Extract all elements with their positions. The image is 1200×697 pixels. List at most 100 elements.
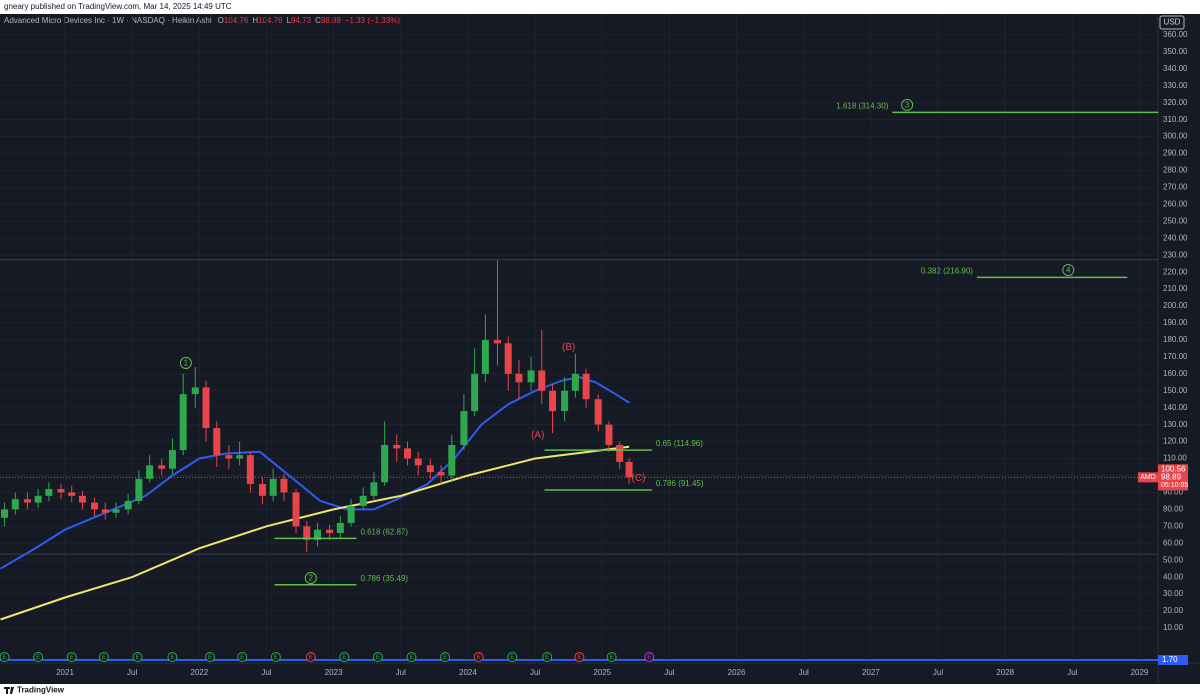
event-label: E xyxy=(510,655,514,661)
event-label: E xyxy=(102,655,106,661)
candle-body xyxy=(124,500,132,510)
y-tick-label: 280.00 xyxy=(1163,166,1188,175)
y-tick-label: 340.00 xyxy=(1163,64,1188,73)
wave-circle xyxy=(901,98,914,111)
currency: USD xyxy=(1164,18,1181,27)
y-tick-label: 250.00 xyxy=(1163,216,1188,225)
y-tick-label: 10.00 xyxy=(1163,623,1184,632)
candle-body xyxy=(135,478,143,501)
wave-label: (A) xyxy=(531,430,544,441)
event-marker xyxy=(132,652,143,662)
x-tick-label: Jul xyxy=(664,668,674,677)
event-marker xyxy=(98,652,109,662)
indicator-tag xyxy=(1158,655,1188,665)
y-tick-label: 230.00 xyxy=(1163,250,1188,259)
fib-label: 0.382 (216.90) xyxy=(921,267,973,276)
symbol-tag xyxy=(1138,472,1158,483)
candle-body xyxy=(202,387,210,429)
countdown: 05:10:05 xyxy=(1161,482,1188,489)
fib-label: 0.786 (35.49) xyxy=(360,574,408,583)
event-label: E xyxy=(70,655,74,661)
wave-label: 2 xyxy=(309,574,314,583)
event-marker xyxy=(205,652,216,662)
y-tick-label: 260.00 xyxy=(1163,199,1188,208)
candle-body xyxy=(347,505,355,523)
candle-body xyxy=(1,509,9,518)
candle-body xyxy=(515,373,523,383)
candle-body xyxy=(68,492,76,496)
x-tick-label: 2027 xyxy=(862,668,880,677)
candle-body xyxy=(403,448,411,459)
candle-body xyxy=(460,411,468,445)
x-tick-label: Jul xyxy=(1067,668,1077,677)
x-tick-label: Jul xyxy=(530,668,540,677)
x-tick-label: 2022 xyxy=(190,668,208,677)
fib-label: 0.65 (114.96) xyxy=(656,439,703,448)
candle-body xyxy=(213,428,221,456)
y-tick-label: 110.00 xyxy=(1163,454,1187,463)
event-marker xyxy=(66,652,77,662)
event-marker xyxy=(237,652,248,662)
wave-label: (B) xyxy=(562,342,575,353)
candle-body xyxy=(437,472,445,476)
ohlc-value: 104.76 xyxy=(258,16,283,25)
ohlc-value: 98.89 xyxy=(321,16,342,25)
event-marker xyxy=(406,652,417,662)
y-tick-label: 310.00 xyxy=(1163,115,1188,124)
x-tick-label: 2021 xyxy=(56,668,74,677)
published: gneary published on TradingView.com, Mar… xyxy=(4,2,232,11)
wave-circle xyxy=(1062,263,1075,276)
candle-body xyxy=(45,489,53,496)
y-tick-label: 200.00 xyxy=(1163,301,1188,310)
event-marker xyxy=(339,652,350,662)
price-last: 98.89 xyxy=(1161,472,1182,481)
candle-body xyxy=(504,343,512,374)
moving-average xyxy=(0,445,630,621)
event-marker xyxy=(372,652,383,662)
ohlc-key: H xyxy=(252,16,258,25)
event-label: E xyxy=(376,655,380,661)
candle-body xyxy=(582,373,590,400)
candle-body xyxy=(561,390,569,412)
x-tick-label: Jul xyxy=(127,668,137,677)
y-tick-label: 130.00 xyxy=(1163,420,1188,429)
candle-body xyxy=(91,502,99,510)
x-tick-label: Jul xyxy=(261,668,271,677)
event-marker xyxy=(644,652,655,662)
candle-body xyxy=(481,339,489,374)
price-prev: 100.56 xyxy=(1161,464,1186,473)
candle-body xyxy=(280,478,288,493)
event-label: E xyxy=(545,655,549,661)
x-tick-label: 2025 xyxy=(593,668,611,677)
ohlc-key: C xyxy=(315,16,321,25)
y-tick-label: 30.00 xyxy=(1163,589,1184,598)
symbol: Advanced Micro Devices Inc · 1W · NASDAQ… xyxy=(4,16,212,25)
top-strip xyxy=(0,0,1200,14)
event-marker xyxy=(33,652,44,662)
event-label: E xyxy=(647,655,651,661)
candle-body xyxy=(370,482,378,496)
candle-body xyxy=(303,526,311,540)
x-tick-label: 2026 xyxy=(728,668,746,677)
y-tick-label: 180.00 xyxy=(1163,335,1188,344)
bottom-strip xyxy=(0,684,1200,697)
candle-body xyxy=(236,455,244,459)
y-tick-label: 70.00 xyxy=(1163,521,1184,530)
x-tick-label: Jul xyxy=(799,668,809,677)
candle-body xyxy=(527,370,535,383)
candle-body xyxy=(538,370,546,391)
event-label: E xyxy=(3,655,7,661)
y-tick-label: 40.00 xyxy=(1163,572,1184,581)
y-tick-label: 190.00 xyxy=(1163,318,1188,327)
wave-label: 1 xyxy=(184,359,189,368)
fib-label: 0.618 (62.87) xyxy=(360,528,408,537)
event-label: E xyxy=(443,655,447,661)
ohlc-value: 94.73 xyxy=(291,16,312,25)
y-tick-label: 330.00 xyxy=(1163,81,1188,90)
y-tick-label: 140.00 xyxy=(1163,403,1188,412)
candle-body xyxy=(158,465,166,469)
event-label: E xyxy=(577,655,581,661)
